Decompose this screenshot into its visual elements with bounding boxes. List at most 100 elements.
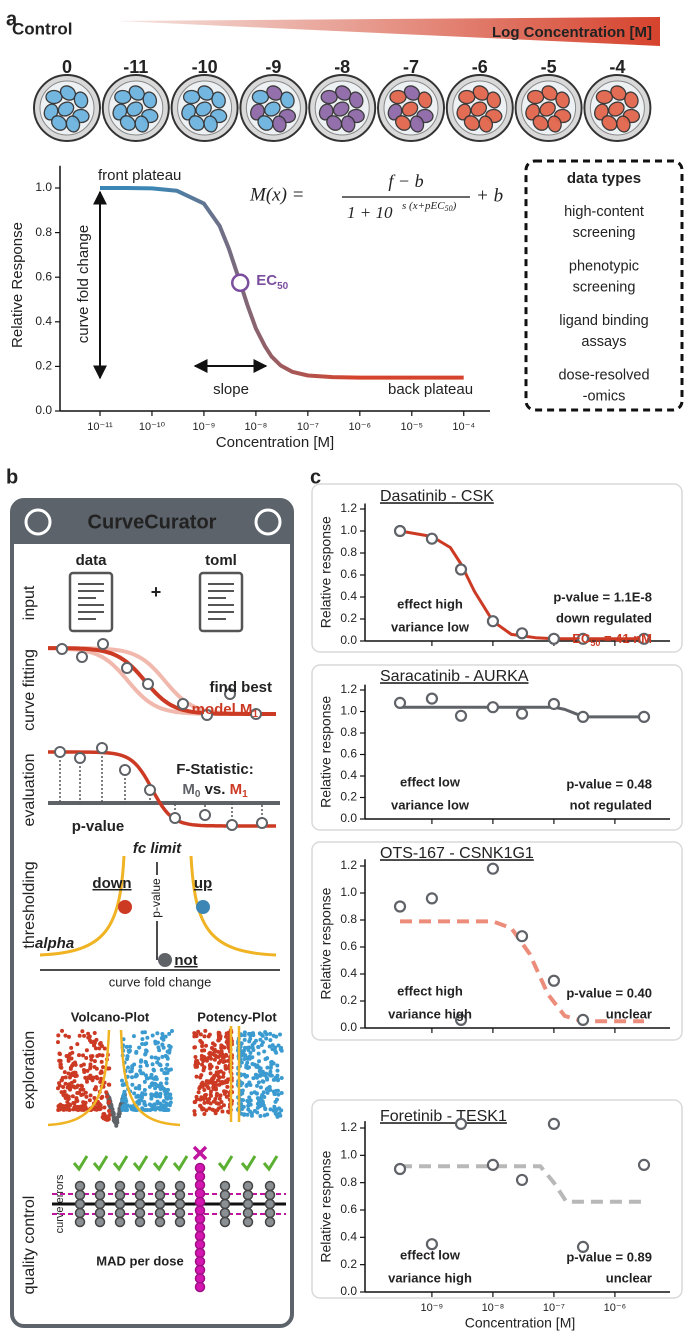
volcano-dot	[94, 1066, 99, 1071]
potency-dot	[244, 1065, 249, 1070]
slope-label: slope	[213, 381, 249, 398]
volcano-dot	[111, 1115, 116, 1120]
potency-dot	[201, 1068, 206, 1073]
potency-dot	[221, 1071, 226, 1076]
volcano-dot	[57, 1058, 62, 1063]
formula-tail: + b	[476, 185, 503, 206]
potency-dot	[269, 1062, 274, 1067]
potency-dot	[215, 1065, 220, 1070]
volcano-dot	[130, 1064, 135, 1069]
data-point	[576, 1240, 590, 1254]
cell	[478, 115, 494, 133]
potency-dot	[250, 1061, 255, 1066]
volcano-dot	[156, 1056, 161, 1061]
volcano-dot	[117, 1106, 122, 1111]
formula-denominator: 1 + 10	[347, 203, 393, 222]
volcano-dot	[62, 1089, 67, 1094]
potency-dot	[262, 1113, 267, 1118]
gradient-right: Log Concentration [M]	[492, 24, 652, 41]
potency-dot	[223, 1066, 228, 1071]
volcano-dot	[77, 1033, 82, 1038]
volcano-dot	[144, 1048, 149, 1053]
data-point	[393, 524, 407, 538]
potency-dot	[215, 1078, 220, 1083]
potency-dot	[274, 1097, 279, 1102]
qc-outlier	[194, 1196, 206, 1208]
volcano-dot	[143, 1092, 148, 1097]
volcano-dot	[103, 1117, 108, 1122]
schematic-point	[119, 764, 131, 776]
volcano-dot	[165, 1062, 170, 1067]
qc-point	[94, 1189, 106, 1201]
volcano-dot	[164, 1081, 169, 1086]
potency-dot	[192, 1112, 197, 1117]
potency-dot	[269, 1073, 274, 1078]
python-icon	[24, 508, 52, 536]
data-point	[393, 696, 407, 710]
y-tick-label: 0.4	[340, 589, 357, 603]
volcano-dot	[154, 1091, 159, 1096]
schematic-point	[54, 746, 66, 758]
potency-dot	[268, 1107, 273, 1112]
volcano-dot	[167, 1031, 172, 1036]
x-tick-label: 10⁻⁵	[400, 421, 423, 433]
volcano-dot	[70, 1063, 75, 1068]
cell	[532, 115, 549, 131]
volcano-dot	[75, 1083, 80, 1088]
data-point	[637, 632, 651, 645]
y-tick-label: 0.2	[340, 790, 357, 804]
qc-check	[152, 1155, 169, 1172]
fit-curve	[400, 705, 644, 719]
cell	[624, 91, 639, 109]
fitting-model-part: model M	[192, 701, 253, 718]
potency-dot	[262, 1049, 267, 1054]
fc-axis-label: curve fold change	[109, 974, 212, 989]
qc-outlier	[194, 1171, 206, 1182]
cell	[119, 115, 136, 131]
volcano-dot	[65, 1099, 70, 1104]
potency-dot	[276, 1092, 281, 1097]
y-tick-label: 0.0	[35, 403, 52, 417]
cell	[389, 89, 407, 105]
cell	[326, 115, 343, 131]
data-point	[454, 1013, 468, 1027]
qc-point	[264, 1180, 276, 1192]
volcano-dot	[67, 1075, 72, 1080]
schematic-point	[56, 643, 68, 655]
potency-dot	[200, 1084, 205, 1089]
potency-dot	[268, 1031, 273, 1036]
volcano-dot	[130, 1082, 135, 1087]
potency-dot	[270, 1047, 275, 1052]
volcano-dot	[163, 1053, 168, 1058]
potency-dot	[248, 1033, 253, 1038]
volcano-dot	[66, 1058, 71, 1063]
potency-dot	[258, 1113, 263, 1118]
qc-outlier	[194, 1188, 206, 1199]
qc-point	[74, 1189, 86, 1201]
volcano-dot	[109, 1107, 114, 1112]
potency-dot	[205, 1100, 210, 1105]
potency-dot	[217, 1096, 222, 1101]
potency-dot	[272, 1092, 277, 1097]
volcano-dot	[93, 1046, 98, 1051]
volcano-dot	[81, 1053, 86, 1058]
schematic-point	[169, 812, 181, 824]
y-tick-label: 0.2	[340, 1257, 357, 1271]
potency-dot	[242, 1037, 247, 1042]
p-label-bg	[150, 875, 164, 921]
potency-dot	[219, 1100, 224, 1105]
schematic-point	[121, 662, 133, 674]
potency-dot	[245, 1045, 250, 1050]
qc-point	[242, 1180, 254, 1192]
volcano-dot	[57, 1052, 62, 1057]
data-type-item: assays	[581, 334, 626, 350]
volcano-dot	[90, 1078, 95, 1083]
data-types-box	[524, 159, 684, 412]
volcano-dot	[158, 1091, 163, 1096]
cell	[65, 115, 81, 133]
qc-point	[134, 1180, 146, 1192]
potency-dot	[218, 1053, 223, 1058]
row-label: curve fitting	[21, 649, 38, 731]
volcano-dot	[66, 1034, 71, 1039]
potency-dot	[207, 1106, 212, 1111]
